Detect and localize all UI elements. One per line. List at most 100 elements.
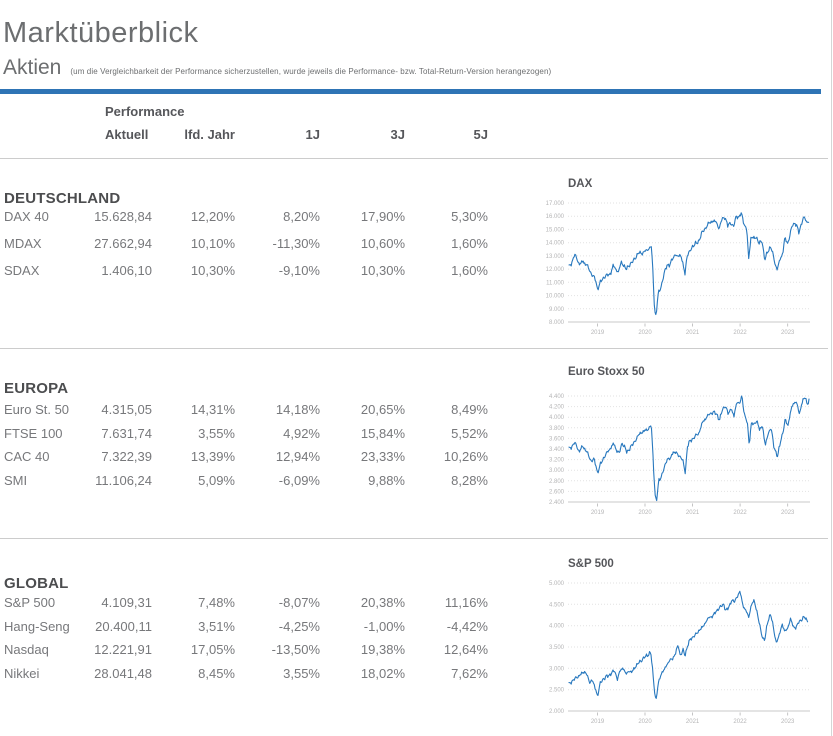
value-1j: 14,18% bbox=[275, 402, 320, 417]
value-5j: 1,60% bbox=[451, 263, 488, 278]
column-spacer bbox=[4, 127, 90, 142]
value-5j: 8,49% bbox=[451, 402, 488, 417]
svg-text:2023: 2023 bbox=[781, 719, 795, 725]
svg-text:2021: 2021 bbox=[686, 330, 700, 336]
svg-text:3.400: 3.400 bbox=[549, 447, 565, 453]
section-rows-europa: Euro St. 50 4.315,05 14,31% 14,18% 20,65… bbox=[4, 398, 488, 492]
value-aktuell: 7.322,39 bbox=[101, 449, 152, 464]
svg-text:4.000: 4.000 bbox=[549, 624, 565, 630]
value-3j: 9,88% bbox=[368, 472, 405, 488]
value-1j: -11,30% bbox=[272, 236, 320, 251]
chart-sp-500: S&P 500 2.000 2.500 3.000 3.500 4.000 4.500 5.… bbox=[540, 557, 833, 733]
value-lfd-jahr: 8,45% bbox=[198, 665, 235, 681]
value-aktuell: 4.109,31 bbox=[101, 595, 152, 610]
svg-text:2021: 2021 bbox=[686, 510, 700, 516]
svg-text:2.000: 2.000 bbox=[549, 709, 565, 715]
table-row: Nasdaq 12.221,91 17,05% -13,50% 19,38% 1… bbox=[4, 638, 488, 662]
value-lfd-jahr: 12,20% bbox=[190, 209, 235, 224]
value-5j: 1,60% bbox=[451, 236, 488, 251]
chart-title-euro-stoxx-50: Euro Stoxx 50 bbox=[568, 366, 645, 378]
column-header-5j: 5J bbox=[473, 127, 488, 142]
value-5j: 5,30% bbox=[451, 209, 488, 224]
svg-text:4.400: 4.400 bbox=[549, 394, 565, 400]
section-title-europa: EUROPA bbox=[4, 380, 69, 398]
index-name: S&P 500 bbox=[4, 595, 56, 610]
aktien-label: Aktien bbox=[3, 56, 62, 79]
value-1j: -9,10% bbox=[278, 263, 320, 278]
svg-text:13.000: 13.000 bbox=[546, 254, 565, 260]
value-lfd-jahr: 10,30% bbox=[190, 263, 235, 278]
value-3j: 23,33% bbox=[360, 449, 405, 464]
svg-text:2019: 2019 bbox=[591, 330, 605, 336]
svg-text:4.000: 4.000 bbox=[549, 415, 565, 421]
separator-header bbox=[0, 158, 828, 159]
svg-text:5.000: 5.000 bbox=[549, 581, 565, 587]
svg-text:4.500: 4.500 bbox=[549, 602, 565, 608]
section-rows-global: S&P 500 4.109,31 7,48% -8,07% 20,38% 11,… bbox=[4, 591, 488, 685]
svg-text:16.000: 16.000 bbox=[546, 214, 565, 220]
value-1j: -8,07% bbox=[278, 595, 320, 610]
value-5j: -4,42% bbox=[446, 618, 488, 634]
value-3j: 18,02% bbox=[360, 665, 405, 681]
svg-text:3.800: 3.800 bbox=[549, 426, 565, 432]
svg-text:2023: 2023 bbox=[781, 330, 795, 336]
euro-stoxx-50-line-chart: 2.400 2.600 2.800 3.000 3.200 3.400 3.600 3.800… bbox=[549, 394, 810, 516]
table-row: Nikkei 28.041,48 8,45% 3,55% 18,02% 7,62… bbox=[4, 662, 488, 686]
chart-title-dax: DAX bbox=[568, 178, 593, 190]
table-row: SDAX 1.406,10 10,30% -9,10% 10,30% 1,60% bbox=[4, 257, 488, 284]
value-3j: 10,30% bbox=[360, 263, 405, 278]
value-5j: 10,26% bbox=[443, 449, 488, 464]
svg-text:3.200: 3.200 bbox=[549, 458, 565, 464]
table-row: DAX 40 15.628,84 12,20% 8,20% 17,90% 5,3… bbox=[4, 203, 488, 230]
value-aktuell: 7.631,74 bbox=[101, 425, 152, 441]
value-aktuell: 11.106,24 bbox=[95, 472, 152, 488]
value-3j: 20,65% bbox=[360, 402, 405, 417]
index-name: Nikkei bbox=[4, 665, 40, 681]
value-3j: -1,00% bbox=[363, 618, 405, 634]
chart-dax: DAX 8.000 9.000 10.000 11.000 12.000 13.000 14… bbox=[540, 177, 833, 345]
svg-text:2019: 2019 bbox=[591, 510, 605, 516]
svg-text:2022: 2022 bbox=[733, 510, 747, 516]
value-lfd-jahr: 7,48% bbox=[198, 595, 235, 610]
svg-text:2020: 2020 bbox=[638, 330, 652, 336]
column-header-aktuell: Aktuell bbox=[105, 127, 149, 142]
section-heading-aktien: Aktien (um die Vergleichbarkeit der Perfo… bbox=[3, 56, 551, 80]
value-5j: 7,62% bbox=[451, 665, 488, 681]
dax-line-chart: 8.000 9.000 10.000 11.000 12.000 13.000 14.000… bbox=[546, 201, 810, 336]
svg-text:3.000: 3.000 bbox=[549, 666, 565, 672]
svg-text:2022: 2022 bbox=[733, 719, 747, 725]
index-name: Euro St. 50 bbox=[4, 402, 70, 417]
svg-text:3.500: 3.500 bbox=[549, 645, 565, 651]
performance-group-label: Performance bbox=[105, 104, 185, 119]
value-5j: 5,52% bbox=[451, 425, 488, 441]
value-1j: -4,25% bbox=[278, 618, 320, 634]
svg-text:17.000: 17.000 bbox=[546, 201, 565, 207]
index-name: Nasdaq bbox=[4, 642, 49, 657]
svg-text:12.000: 12.000 bbox=[546, 267, 565, 273]
column-header-lfd-jahr: lfd. Jahr bbox=[184, 127, 235, 142]
aktien-note: (um die Vergleichbarkeit der Performance… bbox=[70, 67, 552, 76]
svg-text:9.000: 9.000 bbox=[549, 307, 565, 313]
value-3j: 10,60% bbox=[360, 236, 405, 251]
svg-text:2023: 2023 bbox=[781, 510, 795, 516]
index-name: CAC 40 bbox=[4, 449, 50, 464]
svg-text:2.600: 2.600 bbox=[549, 489, 565, 495]
sp-500-line-chart: 2.000 2.500 3.000 3.500 4.000 4.500 5.000 2019 2… bbox=[549, 581, 810, 725]
index-name: FTSE 100 bbox=[4, 425, 63, 441]
svg-text:8.000: 8.000 bbox=[549, 320, 565, 326]
svg-text:3.000: 3.000 bbox=[549, 468, 565, 474]
value-lfd-jahr: 3,51% bbox=[198, 618, 235, 634]
svg-text:2.800: 2.800 bbox=[549, 479, 565, 485]
chart-title-sp-500: S&P 500 bbox=[568, 558, 614, 570]
svg-text:15.000: 15.000 bbox=[546, 227, 565, 233]
value-3j: 15,84% bbox=[360, 425, 405, 441]
value-aktuell: 4.315,05 bbox=[101, 402, 152, 417]
value-lfd-jahr: 13,39% bbox=[190, 449, 235, 464]
table-row: FTSE 100 7.631,74 3,55% 4,92% 15,84% 5,5… bbox=[4, 422, 488, 446]
svg-text:2022: 2022 bbox=[733, 330, 747, 336]
svg-text:2020: 2020 bbox=[638, 719, 652, 725]
value-aktuell: 15.628,84 bbox=[94, 209, 152, 224]
value-lfd-jahr: 14,31% bbox=[190, 402, 235, 417]
svg-text:14.000: 14.000 bbox=[546, 241, 565, 247]
table-row: SMI 11.106,24 5,09% -6,09% 9,88% 8,28% bbox=[4, 469, 488, 493]
